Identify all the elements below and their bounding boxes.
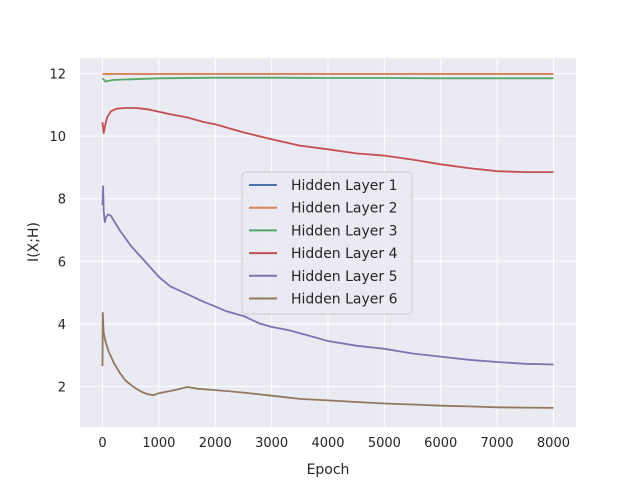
y-tick-label: 6 (58, 255, 66, 270)
y-tick-label: 8 (58, 193, 66, 208)
legend-entry-label: Hidden Layer 5 (291, 269, 398, 285)
series-line-layer-6 (101, 311, 554, 409)
x-tick-label: 1000 (142, 436, 175, 451)
legend-box (241, 171, 413, 315)
x-tick-label: 7000 (481, 436, 514, 451)
series-line-layer-4 (101, 107, 554, 174)
x-tick-label: 4000 (311, 436, 344, 451)
y-axis-label: I(X;H) (26, 222, 42, 262)
x-tick-label: 5000 (368, 436, 401, 451)
x-tick-label: 8000 (537, 436, 570, 451)
x-tick-label: 6000 (424, 436, 457, 451)
y-tick-label: 2 (58, 380, 66, 395)
x-tick-label: 3000 (255, 436, 288, 451)
series-line-layer-3 (101, 76, 554, 83)
series-lines (101, 73, 554, 409)
legend-entry-label: Hidden Layer 2 (291, 201, 398, 217)
y-tick-label: 4 (58, 318, 66, 333)
y-tick-label: 10 (49, 130, 66, 145)
legend-entry-label: Hidden Layer 3 (291, 223, 398, 239)
x-axis-label: Epoch (307, 462, 350, 478)
x-tick-label: 0 (98, 436, 106, 451)
legend-entry-label: Hidden Layer 4 (291, 246, 398, 262)
tick-labels: 0 1000 2000 3000 4000 5000 6000 7000 8000 2 4 6 8 10 1… (49, 68, 570, 451)
legend: Hidden Layer 1 Hidden Layer 2 Hidden Layer… (241, 171, 413, 315)
series-line-layer-5 (101, 185, 554, 366)
legend-entry-label: Hidden Layer 1 (291, 178, 398, 194)
legend-entry-label: Hidden Layer 6 (291, 292, 398, 308)
x-tick-label: 2000 (199, 436, 232, 451)
y-tick-label: 12 (49, 68, 66, 83)
